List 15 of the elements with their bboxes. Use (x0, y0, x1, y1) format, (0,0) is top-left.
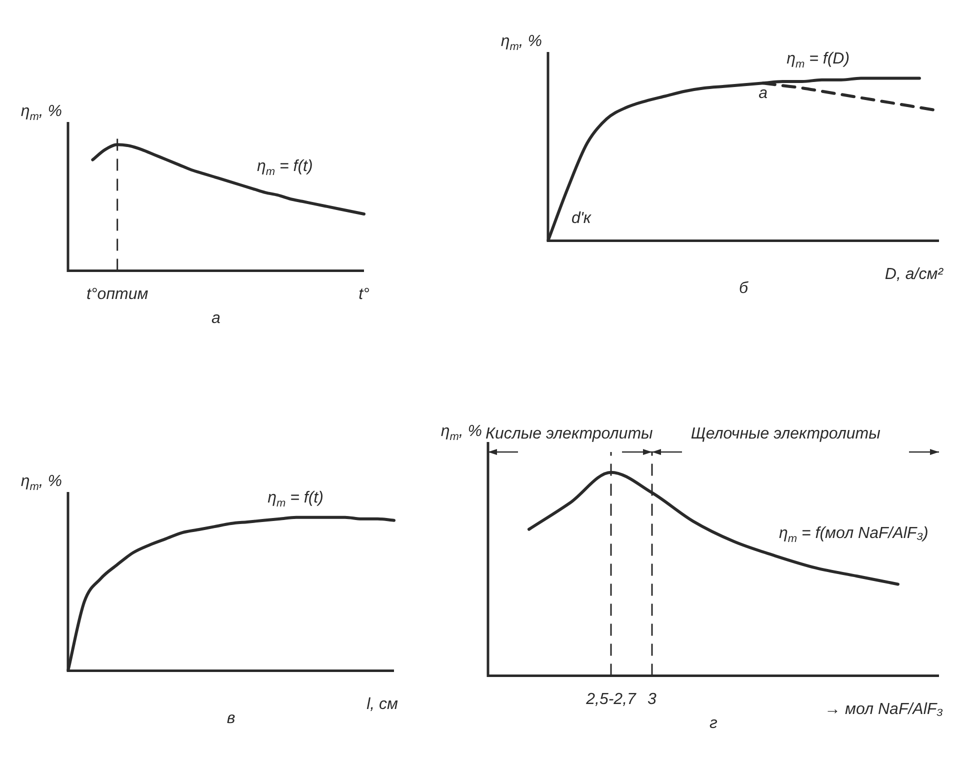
annotation: d'к (571, 210, 592, 227)
x-axis-title: → мол NaF/AlF₃ (824, 700, 944, 718)
text: а (212, 310, 221, 327)
x-tick-label: 2,5-2,7 (585, 690, 638, 708)
x-tick-label: t° (358, 286, 370, 303)
annotation: a (758, 84, 768, 102)
text: г (710, 714, 718, 732)
x-axis-title: l, см (366, 696, 398, 713)
x-axis-title: D, а/см² (884, 266, 944, 283)
text: в (226, 710, 236, 727)
text: б (739, 280, 749, 297)
x-tick-label: t°оптим (86, 286, 148, 303)
x-tick-label: 3 (648, 690, 657, 708)
text: Щелочные электролиты (690, 426, 881, 443)
text: Кислые электролиты (486, 426, 654, 443)
